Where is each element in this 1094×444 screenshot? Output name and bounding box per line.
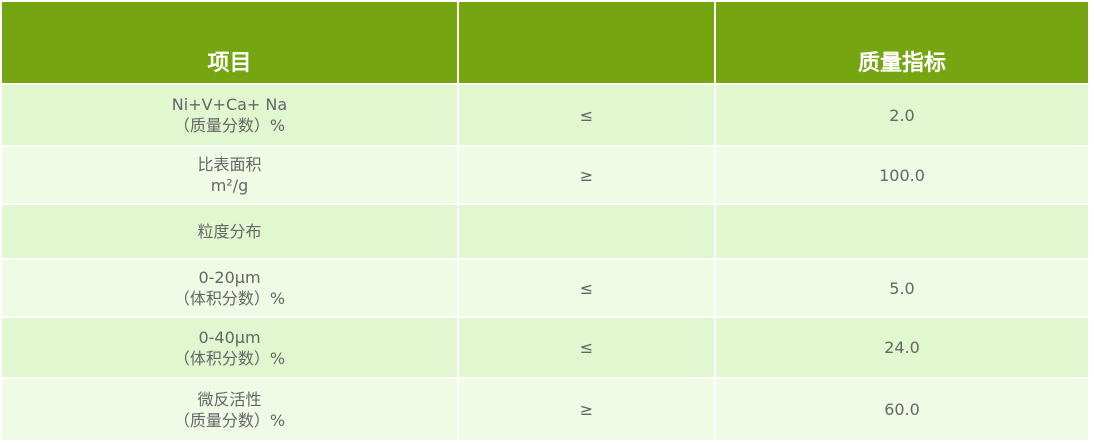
- value-cell: 100.0: [716, 147, 1088, 203]
- header-row: 项目 质量指标: [2, 2, 1088, 83]
- item-cell: 0-40μm （体积分数）%: [2, 318, 457, 377]
- item-line1: 比表面积: [197, 155, 262, 174]
- item-cell: 比表面积 m²/g: [2, 147, 457, 203]
- item-line2: m²/g: [210, 176, 249, 195]
- relation-cell: ≥: [459, 379, 714, 440]
- table-row: Ni+V+Ca+ Na （质量分数）% ≤ 2.0: [2, 85, 1088, 145]
- relation-cell: ≥: [459, 147, 714, 203]
- header-relation: [459, 2, 714, 83]
- table-row: 微反活性 （质量分数）% ≥ 60.0: [2, 379, 1088, 440]
- item-cell: Ni+V+Ca+ Na （质量分数）%: [2, 85, 457, 145]
- item-cell: 微反活性 （质量分数）%: [2, 379, 457, 440]
- relation-cell: [459, 205, 714, 258]
- item-line2: （质量分数）%: [173, 410, 286, 430]
- header-value: 质量指标: [716, 2, 1088, 83]
- value-cell: 5.0: [716, 260, 1088, 316]
- item-line2: （体积分数）%: [173, 348, 286, 368]
- value-cell: 2.0: [716, 85, 1088, 145]
- item-cell: 粒度分布: [2, 205, 457, 258]
- table-row: 0-20μm （体积分数）% ≤ 5.0: [2, 260, 1088, 316]
- value-cell: [716, 205, 1088, 258]
- item-line2: （体积分数）%: [173, 289, 286, 308]
- relation-cell: ≤: [459, 260, 714, 316]
- item-line1: 0-20μm: [198, 268, 261, 287]
- relation-cell: ≤: [459, 85, 714, 145]
- item-cell: 0-20μm （体积分数）%: [2, 260, 457, 316]
- item-line1: 微反活性: [197, 389, 262, 409]
- table-row: 粒度分布: [2, 205, 1088, 258]
- item-line2: （质量分数）%: [173, 116, 286, 135]
- relation-cell: ≤: [459, 318, 714, 377]
- table-row: 0-40μm （体积分数）% ≤ 24.0: [2, 318, 1088, 377]
- item-line1: 粒度分布: [197, 222, 262, 241]
- value-cell: 60.0: [716, 379, 1088, 440]
- item-line1: Ni+V+Ca+ Na: [171, 95, 288, 114]
- item-line1: 0-40μm: [198, 327, 261, 347]
- table-row: 比表面积 m²/g ≥ 100.0: [2, 147, 1088, 203]
- header-item: 项目: [2, 2, 457, 83]
- value-cell: 24.0: [716, 318, 1088, 377]
